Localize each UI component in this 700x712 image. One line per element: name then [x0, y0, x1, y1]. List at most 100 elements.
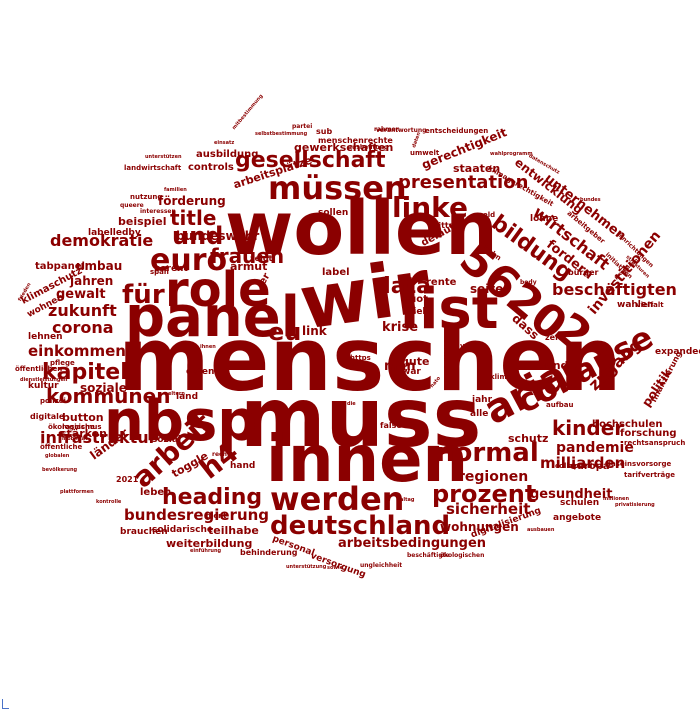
- cloud-word: die: [347, 401, 356, 407]
- cloud-word: globalen: [45, 453, 70, 459]
- cloud-word: title: [170, 206, 217, 230]
- cloud-word: einkommen: [28, 342, 126, 360]
- cloud-word: öffentlichen: [15, 365, 63, 373]
- cloud-word: ökologischen: [440, 552, 485, 559]
- cloud-word: angebote: [553, 513, 602, 523]
- cloud-word: em: [478, 312, 487, 318]
- cloud-word: klima: [490, 373, 512, 381]
- cloud-word: interessen: [140, 208, 176, 215]
- cloud-word: unterstützung: [286, 564, 327, 570]
- cloud-word: ihnen: [200, 344, 216, 350]
- cloud-word: pflege: [50, 359, 75, 367]
- cloud-word: soziale: [80, 381, 127, 395]
- cloud-word: war: [402, 367, 421, 377]
- cloud-word: bundeswehr: [176, 229, 260, 243]
- cloud-word: wahlprogramm: [490, 151, 533, 157]
- cloud-word: tarifverträge: [624, 471, 676, 479]
- cloud-word: man: [384, 359, 416, 374]
- cloud-word: queere: [120, 202, 144, 209]
- cloud-word: daten: [411, 131, 423, 149]
- cloud-word: gewerkschaften: [294, 141, 394, 154]
- cloud-word: daseinsvorsorge: [606, 460, 672, 468]
- cloud-word: wohnungen: [440, 520, 519, 534]
- cloud-word: beschäftigte: [407, 552, 450, 559]
- cloud-word: regionen: [458, 469, 529, 485]
- corner-marker: [2, 699, 9, 709]
- cloud-word: zeigt: [250, 254, 273, 263]
- cloud-word: unterstützen: [145, 154, 182, 160]
- cloud-word: milliarden: [540, 454, 626, 472]
- cloud-word: kommunen: [46, 384, 171, 408]
- cloud-word: bevölkerung: [42, 467, 78, 473]
- cloud-word: muss: [240, 371, 482, 466]
- cloud-word: millionen: [603, 496, 630, 502]
- cloud-word: span: [150, 268, 169, 276]
- cloud-word: ausbildung: [196, 149, 259, 160]
- cloud-word: zukunft: [48, 301, 117, 320]
- cloud-word: 2021: [116, 475, 139, 484]
- cloud-word: ausbeutung: [348, 144, 389, 151]
- cloud-word: mitbestimmung: [231, 93, 265, 132]
- cloud-word: bundesregierung: [124, 506, 270, 524]
- cloud-word: button: [62, 411, 104, 424]
- cloud-word: list: [400, 277, 499, 342]
- cloud-word: umwelt: [410, 149, 440, 157]
- cloud-word: sowie: [327, 565, 344, 571]
- cloud-word: pandemie: [556, 440, 634, 456]
- cloud-word: mittel: [430, 221, 457, 230]
- cloud-word: deutschland: [270, 511, 451, 541]
- cloud-word: behinderung: [240, 548, 298, 557]
- cloud-word: weiterbildung: [166, 537, 253, 550]
- cloud-word: und: [172, 222, 224, 250]
- cloud-word: bund: [537, 359, 569, 372]
- cloud-word: tab: [350, 362, 360, 368]
- cloud-word: rechtsanspruch: [624, 439, 686, 447]
- cloud-word: partei: [292, 123, 313, 130]
- cloud-word: parent: [154, 264, 188, 274]
- cloud-word: corona: [52, 318, 114, 337]
- cloud-word: land: [176, 392, 199, 402]
- cloud-word: polizei: [40, 397, 66, 405]
- cloud-word: löhne: [530, 214, 559, 224]
- cloud-word: linke: [392, 191, 468, 224]
- cloud-word: gesellschaft: [235, 148, 386, 173]
- cloud-word: nbsp: [104, 389, 258, 454]
- cloud-word: rahmen: [374, 126, 400, 133]
- cloud-word: lehnen: [28, 332, 63, 342]
- cloud-word: false: [380, 421, 402, 430]
- cloud-word: ungleichheit: [360, 562, 403, 569]
- cloud-word: frauen: [210, 244, 285, 268]
- cloud-word: eu: [268, 318, 302, 346]
- cloud-word: umbau: [76, 259, 123, 273]
- cloud-word: digitale: [30, 412, 65, 421]
- cloud-word: geld: [478, 211, 496, 219]
- cloud-word: kultur: [28, 381, 59, 391]
- cloud-word: werden: [270, 480, 405, 518]
- cloud-word: prozent: [432, 480, 537, 508]
- cloud-word: müssen: [268, 169, 407, 207]
- cloud-word: krise: [382, 320, 419, 335]
- cloud-word: rechte: [212, 451, 234, 458]
- cloud-word: wahlen: [617, 300, 654, 310]
- cloud-word: heading: [162, 485, 263, 510]
- cloud-word: bürger: [568, 268, 599, 277]
- cloud-word: beschäftigten: [552, 280, 677, 299]
- cloud-word: für: [122, 280, 165, 310]
- cloud-word: förderung: [158, 194, 226, 208]
- cloud-word: controls: [188, 162, 234, 173]
- cloud-word: wollen: [225, 186, 498, 272]
- cloud-word: einsatz: [214, 140, 235, 146]
- cloud-word: arbeitsbedingungen: [338, 536, 487, 551]
- cloud-word: öffentliche: [40, 443, 83, 451]
- cloud-word: armut: [230, 260, 268, 273]
- cloud-word: schulen: [560, 498, 600, 508]
- cloud-word: einführung: [190, 548, 222, 554]
- cloud-word: zeit: [545, 333, 562, 342]
- cloud-word: ausbauen: [527, 527, 555, 533]
- cloud-word: jahr: [472, 395, 493, 405]
- cloud-word: entscheidungen: [425, 127, 489, 135]
- cloud-word: https: [350, 354, 371, 362]
- cloud-word: alle: [470, 409, 489, 419]
- cloud-word: staaten: [453, 162, 501, 175]
